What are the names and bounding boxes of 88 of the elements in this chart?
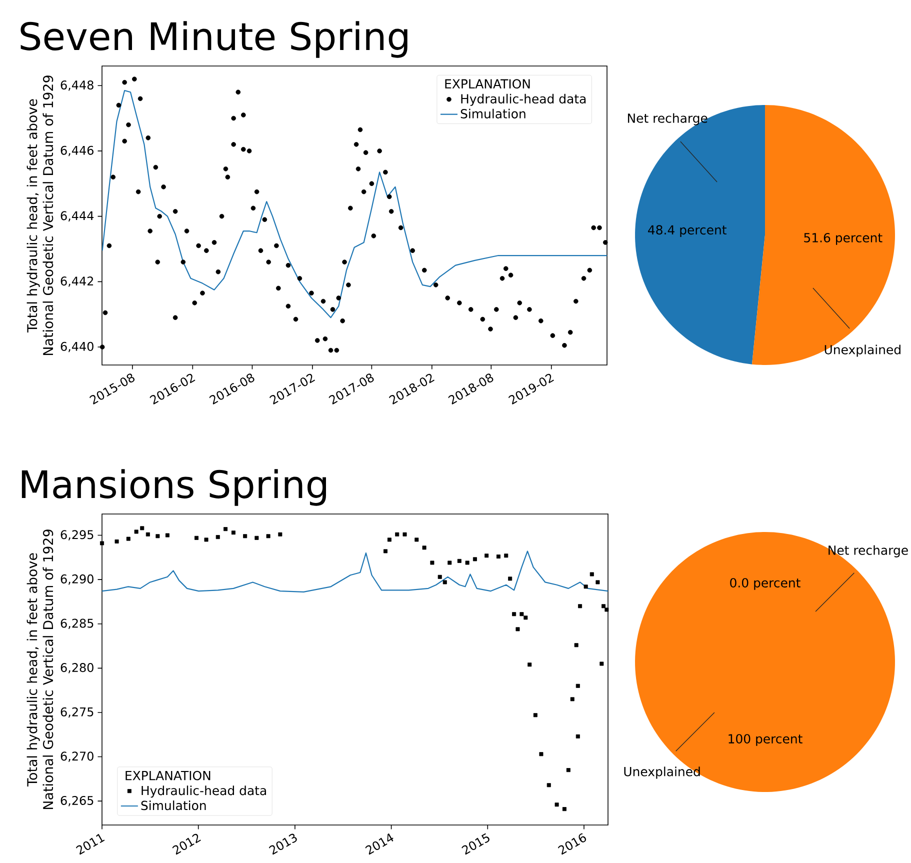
y-tick-label: 6,446 xyxy=(60,146,94,156)
point xyxy=(387,538,392,542)
y-tick-label: 6,440 xyxy=(60,342,94,352)
y-tick-label: 6,265 xyxy=(60,796,94,806)
line-series xyxy=(102,550,608,593)
point xyxy=(528,662,532,667)
y-tick-label: 6,275 xyxy=(60,707,94,718)
y-axis-title: Total hydraulic head, in feet above National Geodetic Vertical Datum of 1929 xyxy=(26,530,54,809)
category-label: Net recharge xyxy=(828,545,908,558)
point xyxy=(438,574,442,579)
point xyxy=(430,560,434,565)
legend-title: EXPLANATION xyxy=(445,79,530,89)
point xyxy=(422,546,426,550)
point xyxy=(524,616,528,620)
point xyxy=(504,554,508,558)
point xyxy=(602,604,606,608)
line-series xyxy=(102,90,608,318)
point xyxy=(254,536,259,540)
point xyxy=(442,580,447,584)
point xyxy=(576,684,580,688)
point xyxy=(590,572,594,576)
point xyxy=(224,527,228,532)
y-tick-label: 6,270 xyxy=(60,752,94,762)
y-tick-label: 6,280 xyxy=(60,663,94,674)
point xyxy=(516,627,520,632)
point xyxy=(576,734,580,738)
text: 0.0 percent xyxy=(730,578,800,590)
point xyxy=(134,530,138,534)
slice-label: Unexplained xyxy=(624,766,700,779)
point xyxy=(140,526,144,530)
y-tick-label: 6,290 xyxy=(60,574,94,585)
y-axis-title: Total hydraulic head, in feet above National Geodetic Vertical Datum of 1929 xyxy=(26,76,54,355)
point xyxy=(496,554,500,559)
point xyxy=(584,584,588,589)
point xyxy=(546,783,551,788)
point xyxy=(395,532,400,536)
legend-label: Hydraulic-head data xyxy=(142,786,266,798)
point xyxy=(484,554,489,558)
y-tick-label: 6,295 xyxy=(60,530,94,540)
point xyxy=(204,538,208,542)
point xyxy=(243,534,248,538)
point xyxy=(146,532,150,536)
point xyxy=(512,612,516,616)
point xyxy=(533,713,538,718)
legend-title: EXPLANATION xyxy=(126,770,210,780)
point xyxy=(231,530,236,535)
point xyxy=(578,604,582,608)
point xyxy=(508,576,512,581)
point xyxy=(165,533,170,538)
data-label: 100 percent xyxy=(728,734,802,746)
point xyxy=(383,549,388,554)
point xyxy=(216,535,220,540)
legend-label: Simulation xyxy=(141,800,206,810)
point xyxy=(457,558,462,563)
point xyxy=(554,802,559,807)
point xyxy=(100,541,104,546)
legend-label: Simulation xyxy=(460,108,526,118)
chart-title: Seven Minute Spring xyxy=(20,21,408,58)
point xyxy=(448,560,452,565)
y-tick-label: 6,285 xyxy=(60,618,94,629)
point xyxy=(539,752,544,756)
point xyxy=(600,662,604,666)
point xyxy=(566,768,570,772)
chart-title: Mansions Spring xyxy=(22,469,326,506)
point xyxy=(414,538,419,542)
point xyxy=(520,612,524,616)
point xyxy=(114,539,119,544)
point xyxy=(402,532,407,536)
data-label: 48.4 percent xyxy=(648,225,726,237)
point xyxy=(570,697,574,702)
slice-label: Net recharge xyxy=(628,113,708,126)
y-tick-label: 6,448 xyxy=(60,80,94,91)
point xyxy=(126,536,130,541)
y-tick-label: 6,442 xyxy=(60,276,94,287)
data-label: 51.6 percent xyxy=(804,232,882,245)
y-tick-label: 6,444 xyxy=(60,211,94,222)
point xyxy=(604,608,609,612)
point xyxy=(596,580,600,584)
point xyxy=(574,643,578,648)
point xyxy=(194,536,198,540)
legend-label: Hydraulic-head data xyxy=(461,94,586,106)
point xyxy=(156,534,160,538)
point xyxy=(472,557,477,562)
point xyxy=(465,560,470,565)
slice-label: Unexplained xyxy=(824,344,900,357)
point xyxy=(562,807,566,812)
point xyxy=(266,534,270,538)
point xyxy=(278,532,282,536)
